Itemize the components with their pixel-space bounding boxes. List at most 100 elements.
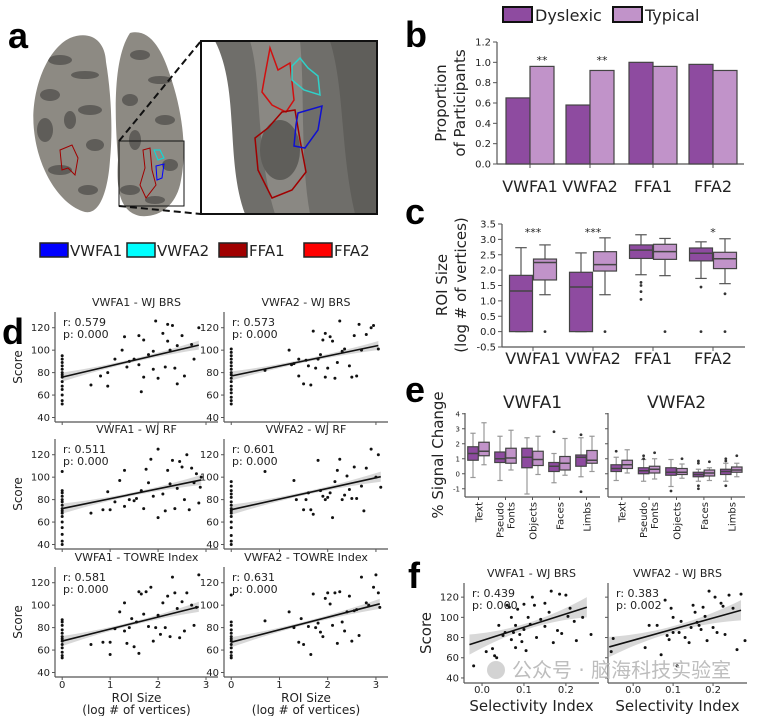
p-value-label: p: 0.000: [63, 328, 109, 341]
data-point: [60, 642, 64, 646]
data-point: [151, 367, 155, 371]
data-point: [683, 636, 687, 640]
data-point: [376, 591, 380, 595]
right-hemisphere-sulci: [120, 50, 178, 204]
y-tick-label: 40: [206, 540, 219, 551]
legend-label: VWFA2: [157, 242, 209, 260]
data-point: [229, 631, 233, 635]
box-typical-box: [532, 450, 544, 467]
legend-swatch-vwfa1: [39, 242, 69, 258]
data-point: [316, 621, 320, 625]
data-point: [739, 592, 743, 596]
data-point: [347, 364, 351, 368]
y-tick-label: 120: [31, 578, 50, 589]
legend-label: FFA2: [334, 242, 370, 260]
y-tick-label: 4: [456, 410, 461, 418]
y-tick-label: 2.0: [480, 266, 496, 277]
data-point: [60, 509, 64, 513]
data-point: [60, 543, 64, 547]
x-tick-label: FFA1: [634, 349, 672, 368]
data-point: [60, 646, 64, 650]
data-point: [146, 624, 150, 628]
x-tick-label: Limbs: [727, 502, 738, 532]
data-point: [302, 508, 306, 512]
data-point: [675, 664, 679, 668]
data-point: [697, 623, 701, 627]
regression-line: [62, 344, 200, 378]
y-axis-label: (log # of vertices): [452, 217, 470, 353]
data-point: [197, 573, 201, 577]
data-point: [514, 646, 518, 650]
data-point: [347, 488, 351, 492]
data-point: [197, 501, 201, 505]
data-point: [229, 654, 233, 658]
data-point: [229, 495, 233, 499]
y-tick-label: 80: [206, 495, 219, 506]
data-point: [151, 639, 155, 643]
x-tick-label: Text: [475, 502, 486, 523]
data-point: [715, 630, 719, 634]
data-point: [113, 500, 117, 504]
box-typical-ffa2-outlier: [723, 330, 727, 334]
data-point: [263, 619, 267, 623]
y-tick-label: 40: [206, 413, 219, 424]
y-tick-label: 40: [446, 673, 459, 684]
box-dyslexic-outlier: [642, 454, 645, 458]
box-typical-box: [478, 441, 490, 457]
data-point: [229, 367, 233, 371]
box-typical-outlier: [653, 451, 656, 455]
box-dyslexic-outlier: [697, 487, 700, 491]
data-point: [229, 520, 233, 524]
data-point: [187, 508, 191, 512]
data-point: [151, 349, 155, 353]
y-tick-label: 1.0: [475, 58, 491, 69]
data-point: [311, 512, 315, 516]
data-point: [347, 594, 351, 598]
data-point: [647, 623, 651, 627]
data-point: [302, 382, 306, 386]
data-point: [355, 496, 359, 500]
data-point: [551, 641, 555, 645]
data-point: [175, 344, 179, 348]
data-point: [297, 357, 301, 361]
r-value-label: r: 0.383: [616, 587, 659, 600]
data-point: [707, 589, 711, 593]
subplot-title: VWFA2 - WJ RF: [266, 423, 347, 436]
legend-swatch-typical: [612, 6, 643, 23]
box-typical-ffa1-outlier: [663, 330, 667, 334]
data-point: [509, 615, 513, 619]
data-point: [735, 648, 739, 652]
data-point: [229, 635, 233, 639]
data-point: [526, 615, 530, 619]
x-tick-label: Fonts: [650, 502, 661, 529]
data-point: [321, 338, 325, 342]
data-point: [549, 589, 553, 593]
x-tick-label: FFA2: [694, 177, 732, 196]
data-point: [306, 624, 310, 628]
data-point: [345, 474, 349, 478]
data-point: [229, 357, 233, 361]
data-point: [229, 620, 233, 624]
data-point: [495, 656, 499, 660]
x-tick-label: FFA2: [694, 349, 732, 368]
subplot-title: VWFA1: [503, 393, 562, 413]
box-typical-vwfa2-box: [592, 251, 618, 272]
box-dyslexic-ffa2-outlier: [699, 330, 703, 334]
data-point: [60, 489, 64, 493]
bar-dyslexic-ffa2: [688, 63, 714, 165]
data-point: [352, 465, 356, 469]
data-point: [350, 375, 354, 379]
box-dyslexic-outlier: [724, 459, 728, 463]
x-tick-label: 0.2: [705, 685, 721, 696]
significance-marker: **: [537, 54, 549, 67]
box-dyslexic-ffa1-outlier: [639, 281, 643, 284]
data-point: [166, 594, 170, 598]
data-point: [669, 606, 673, 610]
data-point: [185, 453, 189, 457]
data-point: [643, 646, 647, 650]
data-point: [168, 635, 172, 639]
box-dyslexic-outlier: [697, 461, 700, 465]
data-point: [192, 357, 196, 361]
data-point: [170, 323, 174, 327]
data-point: [321, 635, 325, 639]
